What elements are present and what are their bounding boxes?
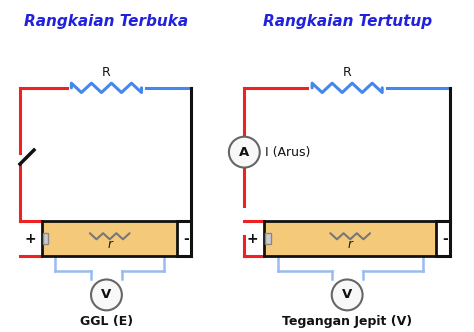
FancyBboxPatch shape xyxy=(264,221,436,256)
Text: -: - xyxy=(442,232,448,246)
Text: Tegangan Jepit (V): Tegangan Jepit (V) xyxy=(282,314,412,328)
Text: Rangkaian Tertutup: Rangkaian Tertutup xyxy=(263,15,432,30)
FancyBboxPatch shape xyxy=(265,233,271,244)
FancyBboxPatch shape xyxy=(43,233,48,244)
Circle shape xyxy=(91,280,122,310)
Text: A: A xyxy=(239,146,249,159)
Text: I (Arus): I (Arus) xyxy=(265,146,311,159)
FancyBboxPatch shape xyxy=(42,221,177,256)
Text: V: V xyxy=(342,289,352,301)
Circle shape xyxy=(229,137,260,168)
Text: R: R xyxy=(102,65,111,78)
Text: -: - xyxy=(183,232,189,246)
Text: Rangkaian Terbuka: Rangkaian Terbuka xyxy=(24,15,189,30)
Text: r: r xyxy=(107,238,112,251)
Text: R: R xyxy=(343,65,352,78)
Text: r: r xyxy=(348,238,353,251)
Circle shape xyxy=(332,280,363,310)
Text: GGL (E): GGL (E) xyxy=(80,314,133,328)
Text: V: V xyxy=(101,289,111,301)
Text: +: + xyxy=(247,232,258,246)
Text: +: + xyxy=(24,232,36,246)
